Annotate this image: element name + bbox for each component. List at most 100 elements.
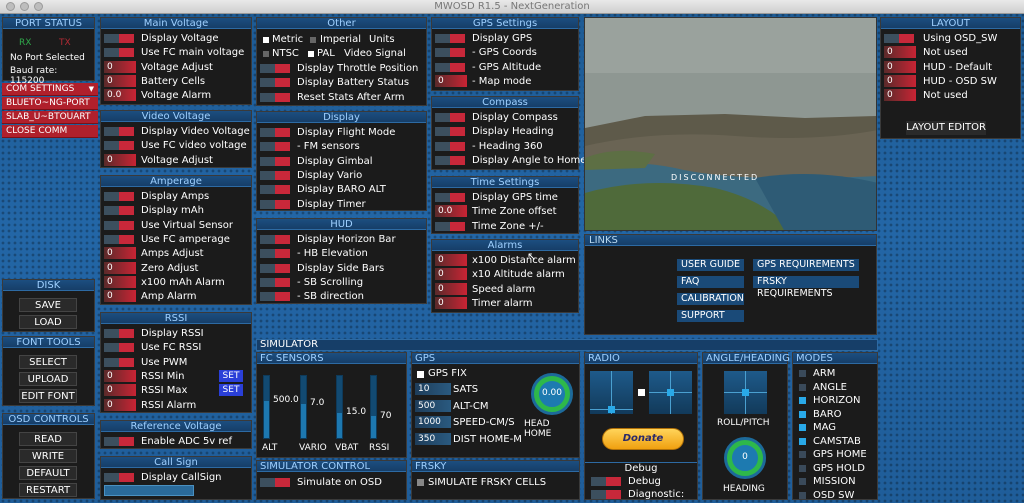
toggle-switch[interactable] [260,292,290,302]
zoom-window-icon[interactable] [34,2,43,11]
toggle-switch[interactable] [435,113,465,122]
value-field[interactable]: 0 [435,74,467,87]
toggle-switch[interactable] [260,263,290,273]
rssi-max-set-button[interactable]: SET [219,384,243,396]
select-font-button[interactable]: SELECT [19,355,77,369]
sensor-slider[interactable] [300,375,307,439]
debug-row[interactable]: Debug [585,475,697,488]
toggle-switch[interactable] [104,206,134,216]
toggle-switch[interactable] [104,141,134,151]
value-field[interactable]: 0 [435,296,467,309]
mode-item[interactable]: HORIZON [793,394,877,407]
mode-item[interactable]: MAG [793,421,877,434]
pal-radio[interactable] [308,51,314,57]
save-button[interactable]: SAVE [19,298,77,312]
toggle-switch[interactable] [260,156,290,166]
toggle-switch[interactable] [104,127,134,136]
value-field[interactable]: 0 [884,60,916,73]
toggle-switch[interactable] [435,127,465,137]
mode-indicator[interactable] [799,397,806,404]
mode-item[interactable]: MISSION [793,475,877,488]
left-stick-handle[interactable] [608,406,615,413]
mode-item[interactable]: ANGLE [793,381,877,394]
toggle-switch[interactable] [104,34,134,43]
load-button[interactable]: LOAD [19,315,77,329]
value-field[interactable]: 0 [435,282,467,295]
calibration-link[interactable]: CALIBRATION [677,293,744,305]
mode-indicator[interactable] [799,464,806,472]
value-field[interactable]: 0 [104,398,136,411]
value-field[interactable]: 0.0 [435,205,467,218]
donate-button[interactable]: Donate [602,428,684,450]
mode-item[interactable]: CAMSTAB [793,435,877,448]
minimize-window-icon[interactable] [20,2,29,11]
sensor-slider[interactable] [370,375,377,439]
toggle-switch[interactable] [260,199,290,209]
roll-pitch-handle[interactable] [742,389,749,396]
read-button[interactable]: READ [19,432,77,446]
value-field[interactable]: 0 [884,46,916,59]
gps-sim-value[interactable]: 1000 [415,416,451,428]
support-link[interactable]: SUPPORT [677,310,744,322]
toggle-switch[interactable] [884,34,914,43]
imperial-radio[interactable] [310,37,316,43]
toggle-switch[interactable] [104,329,134,338]
value-field[interactable]: 0 [104,384,136,397]
rssi-min-set-button[interactable]: SET [219,370,243,382]
frsky-checkbox[interactable] [417,479,424,486]
toggle-switch[interactable] [260,249,290,259]
right-stick-handle[interactable] [667,389,674,396]
gps-fix-checkbox[interactable] [417,371,424,378]
gps-sim-value[interactable]: 500 [415,399,451,412]
toggle-switch[interactable] [435,221,465,231]
mode-indicator[interactable] [799,410,806,418]
sensor-slider[interactable] [263,375,270,439]
metric-radio[interactable] [263,37,269,43]
callsign-input[interactable] [104,485,194,496]
toggle-switch[interactable] [260,78,290,88]
port-item[interactable]: BLUETO~NG-PORT [2,97,98,110]
mode-indicator[interactable] [799,451,806,458]
value-field[interactable]: 0 [104,261,136,274]
mode-item[interactable]: ARM [793,367,877,380]
sensor-slider[interactable] [336,375,343,439]
restart-button[interactable]: RESTART [19,483,77,497]
mode-item[interactable]: OSD SW [793,489,877,502]
toggle-switch[interactable] [435,62,465,72]
toggle-switch[interactable] [260,170,290,180]
toggle-switch[interactable] [435,48,465,58]
mode-indicator[interactable] [799,383,806,391]
toggle-switch[interactable] [260,64,290,73]
toggle-switch[interactable] [435,155,465,165]
value-field[interactable]: 0 [104,369,136,382]
mode-indicator[interactable] [799,478,806,485]
value-field[interactable]: 0 [435,254,467,266]
value-field[interactable]: 0 [104,153,136,166]
toggle-switch[interactable] [260,128,290,137]
mode-indicator[interactable] [799,424,806,431]
simulate-frsky-row[interactable]: SIMULATE FRSKY CELLS [412,476,581,489]
mode-indicator[interactable] [799,437,806,445]
gps-fix-row[interactable]: GPS FIX [412,367,532,380]
toggle-switch[interactable] [435,34,465,43]
toggle-switch[interactable] [260,185,290,195]
mode-item[interactable]: GPS HOME [793,448,877,461]
gps-sim-value[interactable]: 10 [415,383,451,395]
toggle-switch[interactable] [104,473,134,482]
toggle-switch[interactable] [104,192,134,201]
mode-item[interactable]: BARO [793,408,877,421]
diagnostic-row[interactable]: Diagnostic: [585,488,697,501]
toggle-switch[interactable] [104,220,134,230]
toggle-switch[interactable] [104,343,134,353]
head-home-dial[interactable]: 0.00 [531,373,573,415]
diagnostic-toggle[interactable] [591,490,621,499]
toggle-switch[interactable] [435,193,465,202]
value-field[interactable]: 0 [104,60,136,73]
toggle-switch[interactable] [260,277,290,287]
gps-sim-value[interactable]: 350 [415,432,451,445]
port-item[interactable]: SLAB_U~BTOUART [2,111,98,124]
debug-toggle[interactable] [591,477,621,486]
gps-requirements-link[interactable]: GPS REQUIREMENTS [753,259,859,271]
toggle-switch[interactable] [260,235,290,244]
toggle-switch[interactable] [104,234,134,244]
